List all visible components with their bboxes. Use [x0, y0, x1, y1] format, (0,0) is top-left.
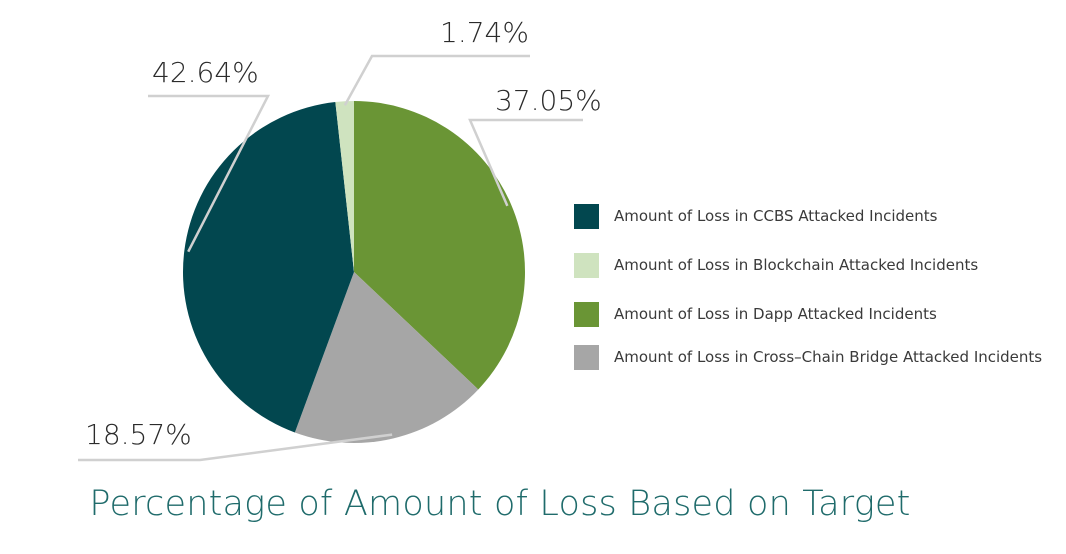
legend-swatch — [574, 252, 599, 278]
slice-percent-label: 1.74% — [440, 16, 529, 49]
slice-percent-label: 18.57% — [85, 418, 192, 451]
chart-legend: Amount of Loss in CCBS Attacked Incident… — [574, 203, 1054, 394]
legend-item-dapp: Amount of Loss in Dapp Attacked Incident… — [574, 301, 1054, 327]
legend-item-blockchain: Amount of Loss in Blockchain Attacked In… — [574, 252, 1054, 278]
slice-percent-label: 37.05% — [495, 84, 602, 117]
legend-swatch — [574, 344, 599, 370]
leader-line — [468, 118, 583, 207]
pie-chart: 37.05% 18.57% 42.64% 1.74% — [78, 16, 602, 462]
legend-label: Amount of Loss in Dapp Attacked Incident… — [614, 305, 937, 323]
slice-percent-label: 42.64% — [152, 56, 259, 89]
legend-item-cross-chain-bridge: Amount of Loss in Cross–Chain Bridge Att… — [574, 344, 1054, 370]
leader-line — [343, 54, 530, 106]
legend-swatch — [574, 203, 599, 229]
legend-label: Amount of Loss in Cross–Chain Bridge Att… — [614, 348, 1043, 366]
pie-slice — [354, 101, 525, 390]
legend-item-ccbs: Amount of Loss in CCBS Attacked Incident… — [574, 203, 1054, 229]
legend-label: Amount of Loss in CCBS Attacked Incident… — [614, 207, 938, 225]
pie-slice — [335, 101, 354, 272]
legend-label: Amount of Loss in Blockchain Attacked In… — [614, 256, 979, 274]
chart-title: Percentage of Amount of Loss Based on Ta… — [89, 484, 911, 524]
pie-slice — [182, 102, 354, 433]
leader-line — [148, 94, 271, 253]
legend-swatch — [574, 301, 599, 327]
pie-slice — [294, 272, 479, 443]
leader-line — [78, 433, 393, 462]
